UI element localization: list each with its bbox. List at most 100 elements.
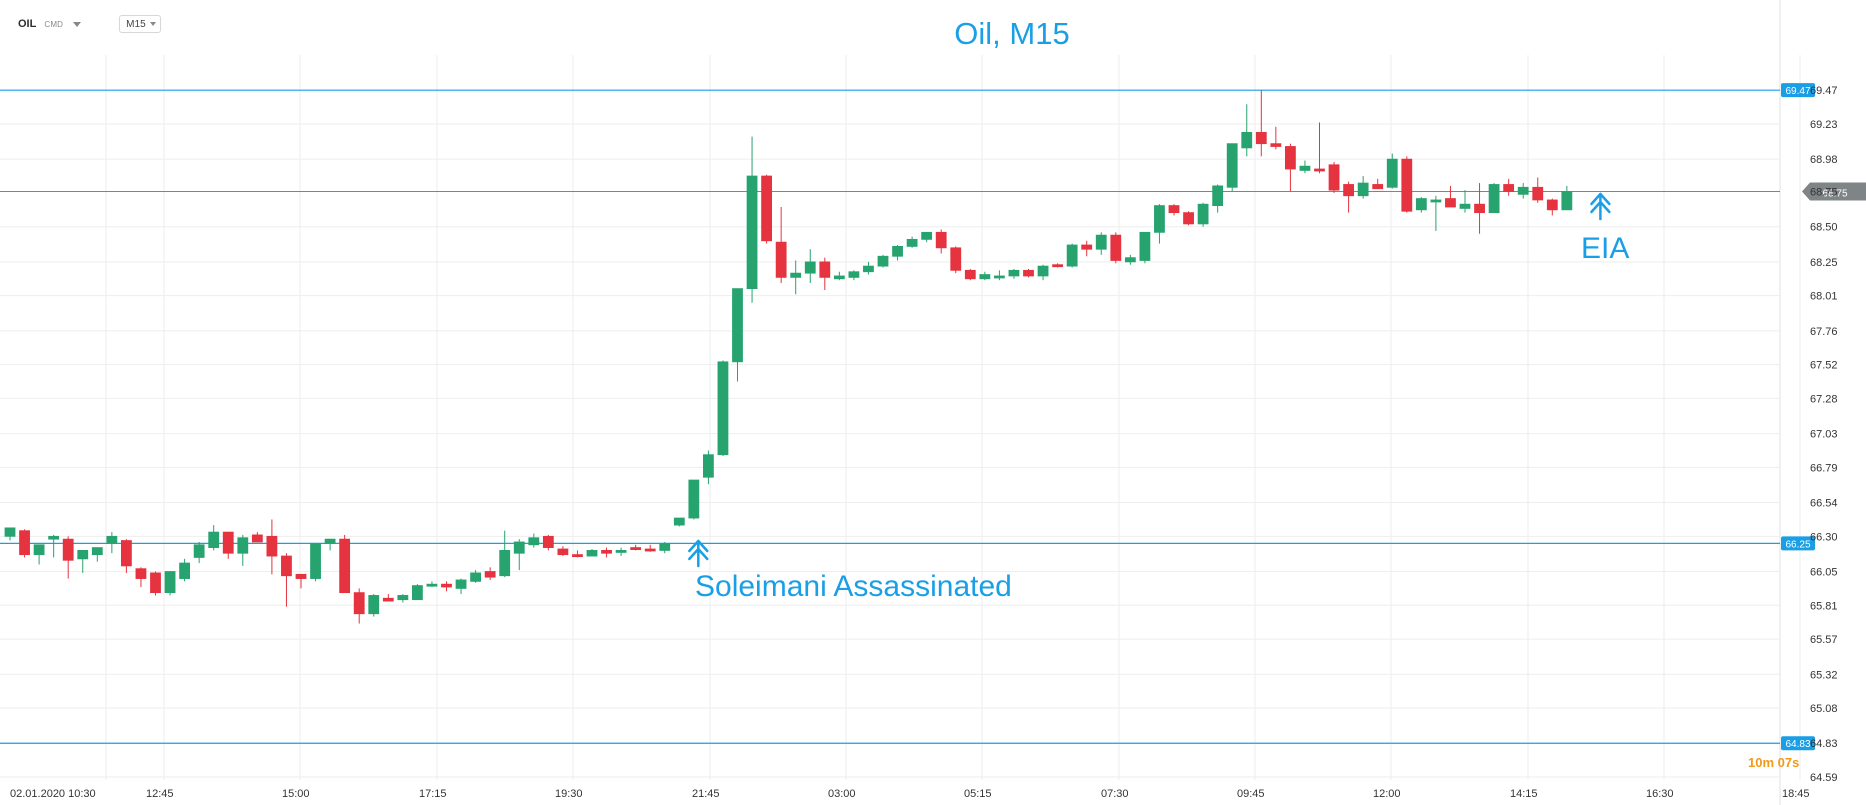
candle-body-bullish (1430, 199, 1442, 203)
horizontal-level-price-label: 69.47 (1785, 86, 1810, 97)
horizontal-level-price-label: 66.25 (1785, 539, 1810, 550)
horizontal-level-price-badge (1781, 736, 1815, 751)
y-tick-label: 64.83 (1810, 738, 1838, 750)
y-tick-label: 68.50 (1810, 222, 1838, 234)
candle-body-bullish (106, 535, 118, 544)
candle-body-bullish (1066, 244, 1078, 267)
countdown-timer: 10m 07s (1748, 755, 1799, 770)
candle-body-bullish (833, 275, 845, 280)
candle-body-bullish (1139, 231, 1151, 261)
candle-body-bullish (1561, 191, 1573, 211)
candle-body-bearish (1314, 168, 1325, 172)
x-tick-label: 07:30 (1101, 788, 1129, 800)
y-tick-label: 68.98 (1810, 154, 1838, 166)
chevron-down-icon[interactable] (73, 21, 82, 27)
candle-body-bullish (1459, 203, 1471, 209)
candle-body-bullish (33, 544, 45, 556)
x-tick-label: 17:15 (419, 788, 447, 800)
market-label: CMD (44, 19, 64, 29)
chart-title: Oil, M15 (954, 16, 1069, 51)
axis-layer: 69.47 69.23 68.98 68.75 68.50 68.25 68.01 67.76… (10, 85, 1838, 800)
y-tick-label: 67.76 (1810, 326, 1838, 338)
candle-body-bullish (717, 361, 729, 456)
up-arrow-icon-path (688, 539, 709, 568)
candle-body-bullish (1037, 265, 1049, 277)
candle-body-bullish (1517, 186, 1529, 195)
x-tick-label: 03:00 (828, 788, 856, 800)
up-arrow-icon (1590, 192, 1611, 221)
candle-body-bullish (1488, 184, 1500, 214)
candle-body-bearish (819, 261, 831, 278)
candle-body-bearish (135, 568, 147, 579)
candle-body-bullish (848, 271, 860, 278)
candle-body-bearish (441, 583, 452, 588)
candle-body-bearish (557, 548, 569, 556)
candle-body-bearish (542, 535, 554, 548)
candle-body-bullish (979, 274, 991, 280)
candle-body-bullish (4, 527, 16, 537)
candle-body-bearish (19, 530, 30, 556)
y-tick-label: 67.03 (1810, 429, 1838, 441)
annotation-soleimani-assassinated: Soleimani Assassinated (695, 570, 1012, 603)
annotation-layer: Soleimani Assassinated EIA 10m 07s (688, 192, 1799, 770)
x-tick-label: 14:15 (1510, 788, 1538, 800)
y-tick-label: 64.59 (1810, 772, 1838, 784)
y-tick-label: 65.57 (1810, 634, 1838, 646)
x-tick-label: 02.01.2020 10:30 (10, 788, 96, 800)
candle-body-bullish (77, 550, 89, 560)
candle-body-bullish (1299, 165, 1311, 171)
candle-body-bullish (91, 547, 103, 556)
candle-body-bullish (470, 572, 482, 582)
candle-body-bearish (382, 597, 394, 602)
candle-body-bearish (1546, 199, 1558, 211)
candle-body-bearish (62, 538, 74, 561)
candle-body-bearish (1255, 132, 1267, 145)
candle-body-bearish (775, 241, 787, 278)
y-tick-label: 69.47 (1810, 85, 1838, 97)
candle-body-bearish (150, 572, 161, 594)
candle-body-bullish (863, 265, 874, 273)
y-tick-label: 65.81 (1810, 600, 1838, 612)
annotation-eia: EIA (1581, 232, 1629, 265)
timeframe-select[interactable]: M15 (119, 15, 161, 33)
candle-body-bullish (208, 531, 220, 548)
candle-body-bullish (586, 550, 598, 557)
candle-body-bearish (353, 592, 365, 615)
candle-body-bullish (906, 238, 918, 247)
candle-body-bullish (994, 275, 1005, 279)
candle-body-bullish (615, 550, 627, 553)
candle-body-bearish (572, 554, 583, 558)
candle-body-bullish (746, 175, 758, 290)
candle-body-bearish (761, 175, 772, 242)
y-tick-label: 66.54 (1810, 498, 1838, 510)
candle-body-bullish (877, 255, 889, 267)
candle-body-bearish (1270, 143, 1282, 147)
candle-body-bearish (266, 535, 278, 557)
candle-body-bullish (1415, 198, 1427, 211)
up-arrow-icon-path (1590, 192, 1611, 221)
candle-body-bearish (1445, 198, 1456, 208)
candle-body-bullish (237, 537, 249, 554)
candle-body-bullish (790, 272, 802, 278)
x-tick-label: 18:45 (1782, 788, 1810, 800)
candle-body-bullish (1386, 158, 1398, 188)
horizontal-level-price-badge (1781, 83, 1815, 98)
candle-body-bearish (339, 538, 351, 594)
candle-body-bearish (1023, 269, 1034, 277)
candle-body-bullish (1154, 205, 1165, 233)
symbol-label[interactable]: OIL (18, 18, 37, 30)
candle-body-bearish (1401, 158, 1413, 212)
candle-body-bullish (1212, 185, 1224, 206)
candle-body-bullish (688, 479, 700, 519)
candle-body-bearish (1343, 184, 1354, 197)
candle-body-bullish (528, 537, 540, 546)
candle-body-bearish (251, 534, 263, 543)
timeframe-label: M15 (126, 18, 146, 30)
x-tick-label: 09:45 (1237, 788, 1265, 800)
y-tick-label: 68.01 (1810, 291, 1838, 303)
candle-body-bullish (455, 579, 467, 589)
candle-body-bearish (1328, 164, 1340, 191)
current-price-tag (1802, 182, 1866, 201)
